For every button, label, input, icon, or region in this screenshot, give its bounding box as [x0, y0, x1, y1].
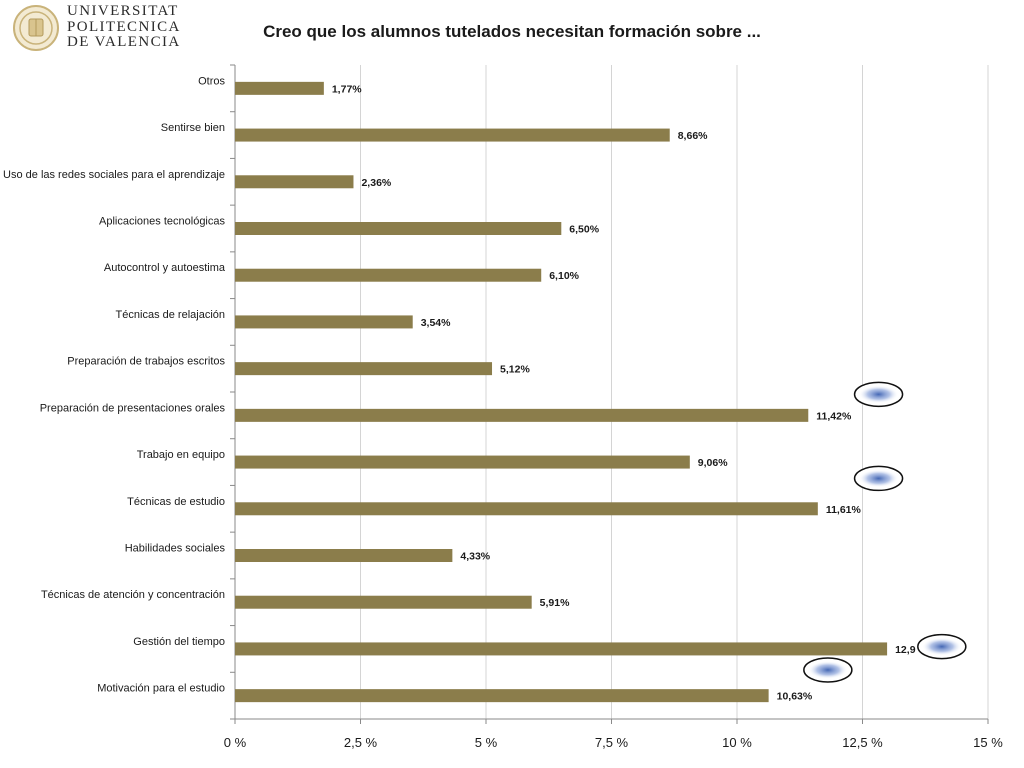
labels: 0 % 2,5 % 5 % 7,5 % 10 % 12,5 % 15 % Otros 1,77%…: [3, 75, 1003, 750]
highlight-glow: [858, 385, 899, 404]
category-label: Preparación de presentaciones orales: [40, 402, 226, 414]
category-label: Preparación de trabajos escritos: [67, 356, 225, 368]
x-tick-label: 5 %: [475, 735, 498, 750]
category-label: Gestión del tiempo: [133, 636, 225, 648]
bar: [235, 81, 324, 95]
category-label: Uso de las redes sociales para el aprend…: [3, 169, 225, 181]
value-label: 10,63%: [777, 691, 813, 703]
x-tick-label: 15 %: [973, 735, 1003, 750]
highlight-mark: [853, 465, 904, 492]
highlight-mark: [917, 633, 967, 660]
category-label: Aplicaciones tecnológicas: [99, 216, 225, 228]
bar: [235, 362, 493, 376]
x-tick-label: 7,5 %: [595, 735, 629, 750]
bar: [235, 222, 562, 235]
x-tick-label: 2,5 %: [344, 735, 378, 750]
highlight-mark: [803, 657, 853, 683]
bar: [235, 549, 453, 562]
bar: [235, 595, 532, 609]
category-label: Sentirse bien: [161, 122, 225, 134]
bar: [235, 268, 542, 282]
highlight-glow: [921, 637, 962, 656]
x-tick-label: 0 %: [224, 735, 247, 750]
highlight-marks: [803, 381, 967, 683]
value-label: 9,06%: [698, 457, 728, 469]
category-label: Habilidades sociales: [125, 543, 226, 555]
bar: [235, 502, 818, 516]
category-label: Trabajo en equipo: [137, 449, 225, 461]
category-label: Técnicas de atención y concentración: [41, 589, 225, 601]
bar: [235, 455, 690, 469]
logo-line-2: POLITECNICA: [67, 18, 181, 35]
x-tick-label: 12,5 %: [842, 735, 883, 750]
logo-line-1: UNIVERSITAT: [67, 3, 179, 19]
category-label: Autocontrol y autoestima: [104, 262, 226, 274]
bar: [235, 175, 354, 189]
x-tick-label: 10 %: [722, 735, 752, 750]
value-label: 4,33%: [460, 551, 490, 563]
university-seal-icon: [13, 5, 59, 51]
value-label: 1,77%: [332, 83, 362, 95]
category-label: Motivación para el estudio: [97, 683, 225, 695]
axes: [230, 64, 989, 724]
bars: [235, 81, 888, 703]
value-label: 8,66%: [678, 130, 708, 142]
category-label: Técnicas de estudio: [127, 496, 225, 508]
bar: [235, 315, 413, 329]
bar: [235, 689, 769, 703]
value-label: 11,61%: [826, 504, 862, 516]
logo-line-3: DE VALENCIA: [67, 34, 181, 50]
value-label: 2,36%: [361, 177, 391, 189]
value-label: 5,91%: [540, 597, 570, 609]
value-label: 3,54%: [421, 317, 451, 329]
category-label: Técnicas de relajación: [116, 309, 225, 321]
value-label: 11,42%: [816, 410, 852, 422]
value-label: 6,50%: [569, 224, 599, 236]
bar: [235, 408, 809, 422]
highlight-glow: [858, 469, 899, 488]
university-logo: UNIVERSITAT POLITECNICA DE VALENCIA: [12, 3, 179, 56]
highlight-glow: [807, 660, 848, 679]
category-label: Otros: [198, 75, 225, 87]
bar: [235, 642, 888, 656]
value-label: 12,9: [895, 644, 916, 656]
highlight-mark: [853, 381, 904, 408]
value-label: 6,10%: [549, 270, 579, 282]
bar: [235, 128, 670, 142]
value-label: 5,12%: [500, 364, 530, 376]
chart-title: Creo que los alumnos tutelados necesitan…: [263, 22, 761, 41]
